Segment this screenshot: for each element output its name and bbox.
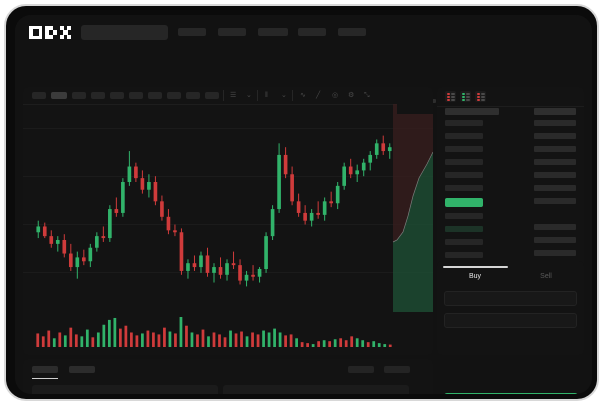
orderbook-right-row[interactable]: [534, 198, 576, 204]
trade-form-panel: Buy Sell: [437, 261, 584, 355]
orderbook-right-row[interactable]: [534, 133, 576, 139]
orderbook-right-row[interactable]: [534, 146, 576, 152]
orderbook-bid-row[interactable]: [445, 213, 483, 219]
top-navigation-bar: [15, 15, 592, 49]
submit-buy-button[interactable]: [444, 393, 578, 394]
fullscreen-icon[interactable]: ⤡: [364, 92, 370, 99]
timeframe-button-3[interactable]: [72, 92, 86, 99]
tab-open-orders[interactable]: [32, 366, 58, 373]
orderbook-right-header: [534, 108, 576, 115]
indicator-icon[interactable]: ☰: [230, 92, 237, 99]
device-frame: Spot Trading ⌄ ⌄ ☰ ⌄ ‖ ⌄ ∿ ╱ ◎ ⚙ ⤡: [4, 4, 599, 401]
toolbar-divider: [223, 90, 224, 101]
orderbook-bid-row[interactable]: [445, 226, 483, 232]
orders-panel: [23, 359, 433, 394]
tab-buy[interactable]: Buy: [468, 273, 482, 280]
orderbook-right-row[interactable]: [534, 172, 576, 178]
orderbook-right-row[interactable]: [534, 185, 576, 191]
volume-series: [36, 317, 392, 347]
nav-item-1[interactable]: [178, 28, 206, 36]
timeframe-button-8[interactable]: [167, 92, 181, 99]
orderbook-mode-both-icon[interactable]: [445, 91, 456, 102]
timeframe-button-9[interactable]: [186, 92, 200, 99]
orderbook-right-row[interactable]: [534, 237, 576, 243]
active-tab-underline: [443, 266, 508, 268]
ruler-icon[interactable]: ╱: [316, 92, 321, 99]
orderbook-right-row[interactable]: [534, 224, 576, 230]
orderbook-ask-row[interactable]: [445, 159, 483, 165]
nav-item-5[interactable]: [338, 28, 366, 36]
chevron-down-icon-2[interactable]: ⌄: [281, 92, 287, 99]
settings-icon[interactable]: ⚙: [348, 92, 355, 99]
orderbook-right-row[interactable]: [534, 120, 576, 126]
orderbook-mode-bids-icon[interactable]: [460, 91, 471, 102]
orders-content-block-2: [223, 385, 409, 394]
order-book-header: [437, 87, 584, 107]
timeframe-button-2[interactable]: [51, 92, 67, 99]
chevron-down-icon[interactable]: ⌄: [246, 92, 252, 99]
timeframe-button-10[interactable]: [205, 92, 219, 99]
nav-item-3[interactable]: [258, 28, 288, 36]
nav-item-4[interactable]: [298, 28, 326, 36]
nav-item-2[interactable]: [218, 28, 246, 36]
price-field[interactable]: [444, 291, 577, 306]
amount-field[interactable]: [444, 313, 577, 328]
instrument-bar: Spot Trading ⌄ ⌄: [15, 49, 592, 113]
orderbook-column-headers: [445, 108, 499, 115]
timeframe-button-7[interactable]: [148, 92, 162, 99]
toolbar-divider: [292, 90, 293, 101]
candle-series: [36, 135, 392, 287]
depth-overlay: [392, 104, 433, 312]
candlestick-chart[interactable]: [23, 104, 433, 312]
bottom-action-2[interactable]: [384, 366, 410, 373]
orderbook-last-price: [445, 198, 483, 207]
volume-chart: [23, 305, 433, 355]
timeframe-button-5[interactable]: [110, 92, 124, 99]
app-screen: Spot Trading ⌄ ⌄ ☰ ⌄ ‖ ⌄ ∿ ╱ ◎ ⚙ ⤡: [15, 15, 592, 394]
order-book-panel: [437, 87, 584, 272]
order-book-rows[interactable]: [437, 106, 584, 272]
orderbook-right-row[interactable]: [534, 250, 576, 256]
toolbar-divider: [257, 90, 258, 101]
orders-content-block-1: [32, 385, 218, 394]
trendline-icon[interactable]: ∿: [300, 92, 306, 99]
search-input[interactable]: [81, 25, 168, 40]
orderbook-ask-row[interactable]: [445, 133, 483, 139]
tab-sell[interactable]: Sell: [540, 273, 552, 280]
orderbook-bid-row[interactable]: [445, 252, 483, 258]
orderbook-ask-row[interactable]: [445, 120, 483, 126]
chart-panel: ☰ ⌄ ‖ ⌄ ∿ ╱ ◎ ⚙ ⤡: [23, 87, 433, 355]
orderbook-bid-row[interactable]: [445, 239, 483, 245]
orderbook-ask-row[interactable]: [445, 185, 483, 191]
chart-toolbar: ☰ ⌄ ‖ ⌄ ∿ ╱ ◎ ⚙ ⤡: [23, 87, 433, 105]
active-tab-underline: [32, 378, 58, 379]
orderbook-mode-asks-icon[interactable]: [475, 91, 486, 102]
timeframe-button-4[interactable]: [91, 92, 105, 99]
timeframe-button-6[interactable]: [129, 92, 143, 99]
compare-icon[interactable]: ‖: [265, 92, 268, 99]
magnet-icon[interactable]: ◎: [332, 92, 339, 99]
okx-logo-icon[interactable]: [29, 26, 71, 39]
timeframe-button-1[interactable]: [32, 92, 46, 99]
orderbook-right-row[interactable]: [534, 159, 576, 165]
bottom-action-1[interactable]: [348, 366, 374, 373]
orderbook-ask-row[interactable]: [445, 146, 483, 152]
tab-order-history[interactable]: [69, 366, 95, 373]
orderbook-ask-row[interactable]: [445, 172, 483, 178]
